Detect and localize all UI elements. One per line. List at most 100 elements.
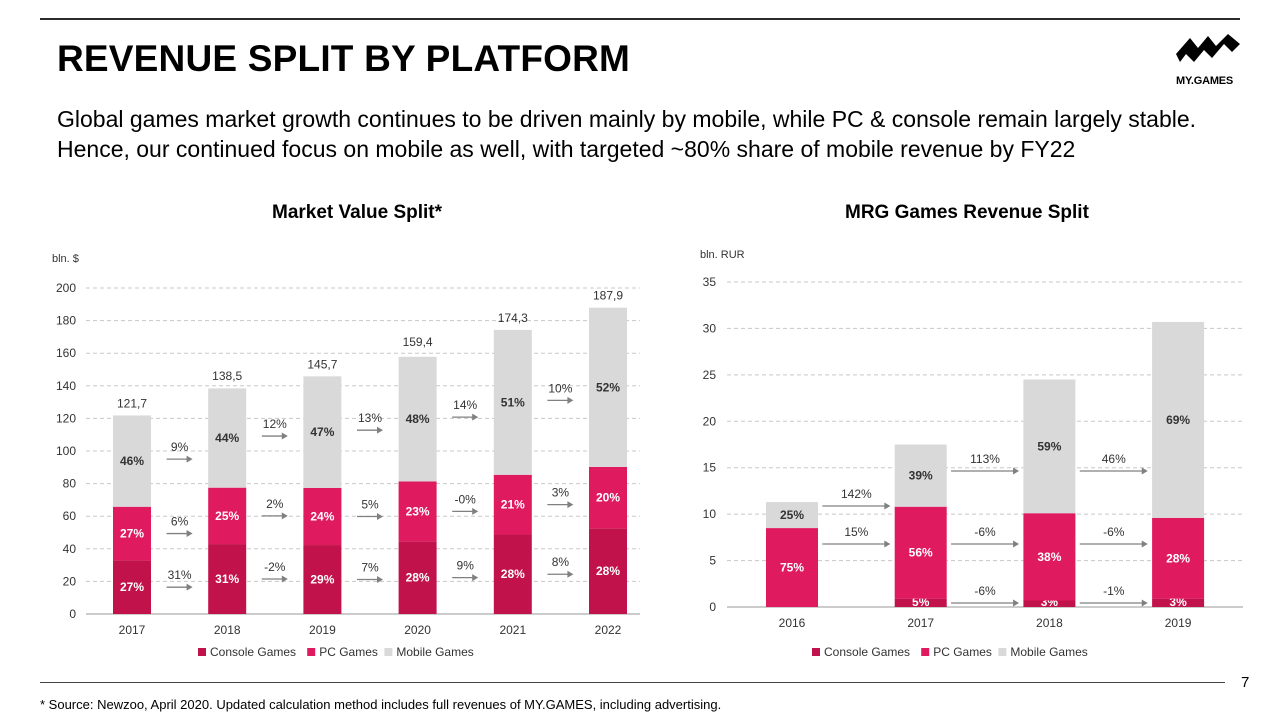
market-segment-label: 51% (501, 395, 525, 409)
market-segment-label: 31% (215, 572, 239, 586)
market-bar-pc-games (208, 487, 247, 545)
mrg-bar-console-games (894, 598, 947, 607)
market-arrow-head-icon (472, 574, 479, 582)
market-segment-label: 23% (406, 504, 430, 518)
market-growth-label: -0% (455, 492, 477, 506)
market-growth-label: 10% (548, 381, 572, 395)
market-growth-label: 3% (552, 486, 570, 500)
market-bar-pc-games (398, 481, 437, 542)
mrg-bar-pc-games (894, 506, 947, 599)
mrg-x-tick-label: 2018 (1036, 616, 1063, 630)
mrg-growth-label: 142% (841, 487, 872, 501)
mrg-segment-label: 75% (780, 561, 804, 575)
mrg-y-tick-label: 0 (709, 600, 716, 614)
mrg-arrow-head-icon (884, 502, 891, 510)
market-segment-label: 29% (310, 573, 334, 587)
market-bar-console-games (589, 528, 627, 614)
my-games-logo (1168, 30, 1248, 90)
market-y-unit-label: bln. $ (52, 253, 79, 265)
mrg-bar-pc-games (1152, 517, 1205, 599)
market-segment-label: 44% (215, 431, 239, 445)
market-bar-mobile-games (113, 415, 151, 507)
market-bar-mobile-games (589, 307, 627, 467)
mrg-segment-label: 56% (909, 546, 933, 560)
market-y-tick-label: 80 (63, 477, 77, 491)
market-bar-console-games (208, 544, 247, 614)
mrg-segment-label: 69% (1166, 413, 1190, 427)
market-growth-label: 13% (358, 411, 382, 425)
market-legend-label: PC Games (319, 645, 378, 659)
market-y-tick-label: 160 (56, 346, 76, 360)
market-segment-label: 21% (501, 498, 525, 512)
market-bar-console-games (303, 545, 342, 614)
market-segment-label: 27% (120, 580, 144, 594)
market-x-tick-label: 2020 (404, 623, 431, 637)
market-bar-pc-games (113, 506, 151, 561)
mrg-bar-mobile-games (894, 444, 947, 507)
source-note: * Source: Newzoo, April 2020. Updated ca… (40, 697, 722, 712)
mrg-bar-console-games (1023, 600, 1076, 607)
market-segment-label: 25% (215, 509, 239, 523)
market-bar-console-games (113, 560, 151, 614)
market-x-tick-label: 2022 (595, 623, 622, 637)
mrg-arrow-head-icon (1013, 540, 1020, 548)
market-growth-label: 31% (168, 568, 192, 582)
market-bar-mobile-games (303, 376, 342, 489)
mrg-y-tick-label: 10 (703, 507, 717, 521)
market-y-tick-label: 100 (56, 444, 76, 458)
header-rule (40, 18, 1240, 20)
market-growth-label: 8% (552, 555, 570, 569)
market-arrow-head-icon (472, 413, 479, 421)
market-y-tick-label: 180 (56, 314, 76, 328)
market-total-label: 174,3 (498, 311, 528, 325)
market-segment-label: 27% (120, 527, 144, 541)
market-arrow-head-icon (186, 530, 193, 538)
page-title: REVENUE SPLIT BY PLATFORM (57, 38, 631, 79)
market-arrow-head-icon (567, 501, 574, 509)
mrg-bar-pc-games (1023, 513, 1076, 601)
market-growth-label: 7% (361, 561, 379, 575)
market-growth-label: 5% (361, 498, 379, 512)
mrg-arrow-head-icon (1141, 467, 1148, 475)
market-total-label: 159,4 (403, 335, 433, 349)
mrg-arrow-head-icon (1141, 540, 1148, 548)
page-number: 7 (1241, 674, 1250, 691)
market-bar-console-games (398, 541, 437, 614)
market-chart-title: Market Value Split* (272, 202, 443, 223)
mrg-y-tick-label: 35 (703, 275, 717, 289)
market-y-tick-label: 20 (63, 574, 77, 588)
market-arrow-head-icon (186, 583, 193, 591)
mrg-x-tick-label: 2017 (907, 616, 934, 630)
mrg-bar-mobile-games (766, 502, 818, 529)
market-arrow-head-icon (281, 512, 288, 520)
market-arrow-head-icon (281, 575, 288, 583)
market-bar-pc-games (589, 466, 627, 529)
mrg-arrow-head-icon (884, 540, 891, 548)
market-bar-pc-games (493, 474, 532, 535)
mrg-bar-mobile-games (1152, 321, 1205, 518)
mrg-x-tick-label: 2019 (1165, 616, 1192, 630)
footer-rule (40, 682, 1225, 683)
market-total-label: 138,5 (212, 369, 242, 383)
market-arrow-head-icon (377, 426, 383, 434)
logo-text: MY.GAMES (1176, 75, 1234, 87)
market-y-tick-label: 0 (69, 607, 76, 621)
market-total-label: 121,7 (117, 397, 147, 411)
market-growth-label: -2% (264, 560, 286, 574)
market-arrow-head-icon (472, 507, 479, 515)
mrg-chart-title: MRG Games Revenue Split (845, 202, 1089, 223)
market-bar-console-games (493, 534, 532, 614)
mrg-arrow-head-icon (1013, 467, 1020, 475)
market-growth-label: 6% (171, 515, 189, 529)
mrg-y-tick-label: 25 (703, 368, 717, 382)
market-growth-label: 12% (263, 417, 287, 431)
market-arrow-head-icon (567, 570, 574, 578)
market-bar-pc-games (303, 488, 342, 546)
market-segment-label: 46% (120, 454, 144, 468)
mrg-y-tick-label: 5 (709, 554, 716, 568)
mrg-bar-console-games (1152, 598, 1205, 607)
market-arrow-head-icon (377, 576, 383, 584)
mrg-y-tick-label: 15 (703, 461, 717, 475)
market-x-tick-label: 2017 (119, 623, 146, 637)
mrg-y-tick-label: 30 (703, 321, 717, 335)
